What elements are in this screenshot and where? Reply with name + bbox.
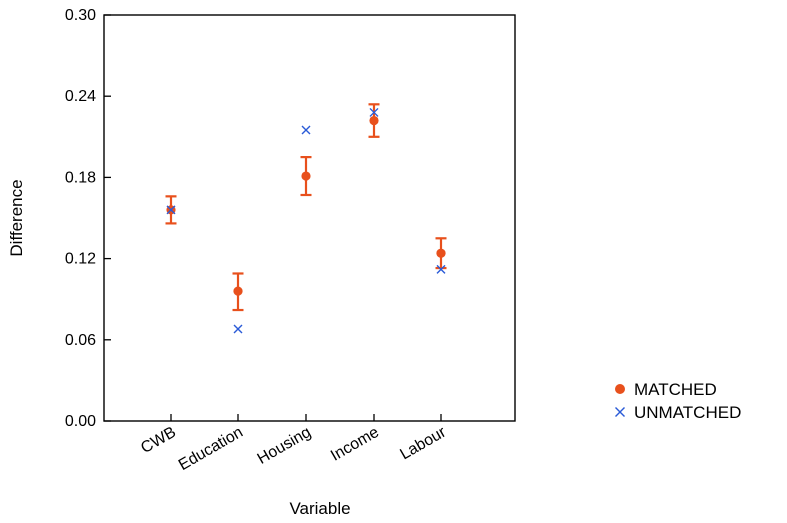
unmatched-point [436,264,446,274]
unmatched-point-stroke [369,107,379,117]
unmatched-point [301,125,311,135]
y-tick-label: 0.24 [65,88,96,105]
matched-point [301,171,311,181]
unmatched-point-stroke [436,264,446,274]
unmatched-point [233,324,243,334]
legend-unmatched-marker [615,407,625,417]
unmatched-point-stroke [301,125,311,135]
y-tick-label: 0.18 [65,169,96,186]
legend-matched-label: MATCHED [634,380,717,399]
unmatched-point-stroke [166,205,176,215]
axes [103,14,516,422]
legend: MATCHED UNMATCHED [615,380,741,422]
matched-point [233,286,243,296]
matched-point [436,248,446,258]
y-tick-label: 0.06 [65,332,96,349]
y-axis-title: Difference [7,179,26,256]
legend-unmatched-stroke [615,407,625,417]
x-tick-label: Education [176,424,246,474]
x-axis-title: Variable [289,499,350,518]
plot-frame [103,14,516,422]
x-tick-label: Housing [255,424,314,468]
legend-matched-marker [615,384,625,394]
unmatched-point-stroke [233,324,243,334]
y-tick-label: 0.00 [65,413,96,430]
data-marks [165,103,447,334]
x-tick-label: Income [328,424,382,465]
y-tick-label: 0.30 [65,7,96,24]
y-tick-label: 0.12 [65,251,96,268]
x-tick-label: CWB [138,424,179,457]
unmatched-point [166,205,176,215]
unmatched-point [369,107,379,117]
matched-point [369,115,379,126]
x-tick-label: Labour [397,423,449,463]
legend-unmatched-label: UNMATCHED [634,403,741,422]
